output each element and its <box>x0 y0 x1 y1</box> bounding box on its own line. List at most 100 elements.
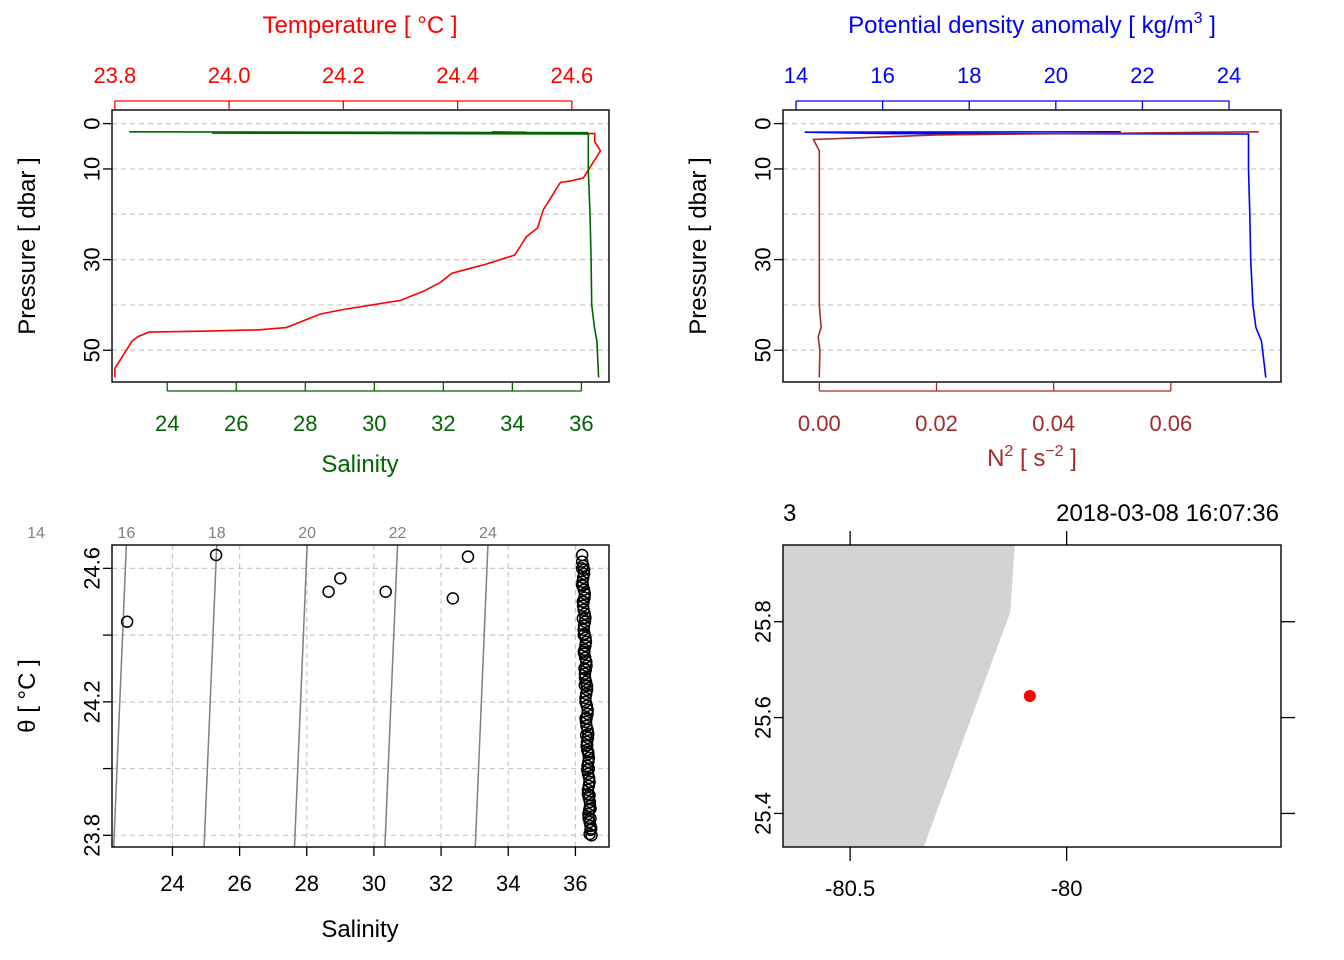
ts-point <box>579 631 592 645</box>
n2-profile-line <box>812 131 1259 378</box>
salinity-tick-label: 24 <box>155 411 179 436</box>
pressure-axis-title: Pressure [ dbar ] <box>685 157 712 334</box>
ts-point <box>578 587 592 600</box>
grid-lines <box>783 122 1281 351</box>
ts-point <box>579 715 593 729</box>
latitude-axis: 25.4 25.6 25.8 <box>751 600 1295 835</box>
ts-point <box>583 795 597 809</box>
station-marker <box>1023 690 1036 702</box>
temperature-tick-label: 23.8 <box>93 63 136 88</box>
ts-diagram-panel: 14 16 18 20 22 24 24 26 28 30 32 34 36 23.8 24.2 24.6… <box>14 525 610 943</box>
ts-point <box>379 585 392 598</box>
isopycnal-label: 20 <box>298 525 316 542</box>
longitude-axis: -80.5 -80 <box>825 531 1083 901</box>
n2-title-main: N <box>987 445 1004 472</box>
ts-point <box>581 783 595 797</box>
theta-tick-label: 24.2 <box>80 680 105 723</box>
salinity-tick-label: 34 <box>500 411 524 436</box>
n2-tick-label: 0.02 <box>915 411 958 436</box>
theta-axis: 23.8 24.2 24.6 <box>80 547 112 857</box>
n2-axis: 0.00 0.02 0.04 0.06 <box>798 382 1192 436</box>
density-axis-title: Potential density anomaly [ kg/m3 ] <box>848 10 1216 39</box>
profile-temperature-salinity-panel: 0 10 30 50 23.8 24.0 24.2 24.4 24.6 24 26 28 30 32 3… <box>14 12 610 478</box>
ts-point <box>322 585 335 598</box>
ts-point <box>579 691 592 705</box>
n2-axis-title: N2 [ s−2 ] <box>987 443 1077 472</box>
ts-point <box>578 643 591 657</box>
salinity-tick-label: 32 <box>429 871 453 896</box>
n2-tick-label: 0.06 <box>1149 411 1192 436</box>
ts-point <box>579 611 592 624</box>
theta-axis-title: θ [ °C ] <box>14 659 41 733</box>
isopycnal-label: 14 <box>27 525 45 542</box>
pressure-tick-label: 0 <box>751 117 776 129</box>
salinity-tick-label: 30 <box>362 411 386 436</box>
isopycnal-label: 16 <box>117 525 135 542</box>
pressure-axis-title: Pressure [ dbar ] <box>14 157 41 334</box>
isopycnal-lines <box>112 545 489 847</box>
salinity-axis: 24 26 28 30 32 34 36 <box>160 847 588 896</box>
n2-tick-label: 0.00 <box>798 411 841 436</box>
salinity-tick-label: 36 <box>569 411 593 436</box>
salinity-tick-label: 28 <box>295 871 319 896</box>
profile-density-n2-panel: 0 10 30 50 14 16 18 20 22 24 0.00 0.02 0.04 0.06 Po… <box>685 10 1282 472</box>
density-axis: 14 16 18 20 22 24 <box>784 63 1241 110</box>
density-profile-line <box>804 131 1267 378</box>
temperature-tick-label: 24.0 <box>208 63 251 88</box>
pressure-axis: 0 10 30 50 <box>80 117 112 363</box>
ts-point <box>582 751 596 765</box>
ts-point <box>576 571 590 584</box>
ts-point <box>582 771 596 785</box>
isopycnal-label: 18 <box>208 525 226 542</box>
salinity-axis-title: Salinity <box>321 451 398 478</box>
station-number: 3 <box>783 500 796 527</box>
salinity-axis-title: Salinity <box>321 916 398 943</box>
ts-point <box>580 739 593 753</box>
isopycnal-line <box>474 545 489 847</box>
map-area <box>783 545 1036 847</box>
pressure-tick-label: 30 <box>80 247 105 271</box>
salinity-profile-line <box>129 131 600 378</box>
temperature-axis: 23.8 24.0 24.2 24.4 24.6 <box>93 63 593 110</box>
ts-point <box>581 759 594 773</box>
temperature-tick-label: 24.2 <box>322 63 365 88</box>
isopycnal-labels: 14 16 18 20 22 24 <box>27 525 497 542</box>
ts-point <box>120 615 134 629</box>
n2-title-end: ] <box>1064 445 1077 472</box>
pressure-tick-label: 10 <box>80 157 105 181</box>
ts-point <box>577 619 591 633</box>
n2-tick-label: 0.04 <box>1032 411 1075 436</box>
ts-point <box>580 711 593 725</box>
plot-frame <box>111 109 610 383</box>
isopycnal-line <box>112 545 128 847</box>
density-tick-label: 18 <box>957 63 981 88</box>
pressure-tick-label: 50 <box>751 338 776 362</box>
longitude-tick-label: -80 <box>1051 876 1083 901</box>
isopycnal-label: 24 <box>479 525 497 542</box>
coastline-land <box>783 545 1015 847</box>
density-tick-label: 22 <box>1130 63 1154 88</box>
n2-title-sup2: −2 <box>1045 443 1063 460</box>
ts-points <box>120 548 598 842</box>
ts-point <box>582 727 595 741</box>
salinity-tick-label: 26 <box>224 411 248 436</box>
ts-point <box>585 829 598 842</box>
salinity-tick-label: 24 <box>160 871 184 896</box>
density-tick-label: 20 <box>1044 63 1068 88</box>
station-map-panel: -80.5 -80 25.4 25.6 25.8 3 2018-03-08 16:07… <box>751 500 1295 901</box>
temperature-profile-line <box>114 131 602 378</box>
salinity-tick-label: 32 <box>431 411 455 436</box>
pressure-axis: 0 10 30 50 <box>751 117 783 363</box>
ts-point <box>577 595 590 608</box>
density-title-sup: 3 <box>1194 10 1203 27</box>
plot-frame <box>782 544 1282 848</box>
pressure-tick-label: 30 <box>751 247 776 271</box>
longitude-tick-label: -80.5 <box>825 876 875 901</box>
isopycnal-line <box>384 545 399 847</box>
grid-lines <box>112 122 609 351</box>
grid-lines <box>112 545 609 847</box>
n2-title-sup: 2 <box>1004 443 1013 460</box>
salinity-tick-label: 28 <box>293 411 317 436</box>
ts-point <box>580 735 594 749</box>
ts-point <box>583 775 596 789</box>
